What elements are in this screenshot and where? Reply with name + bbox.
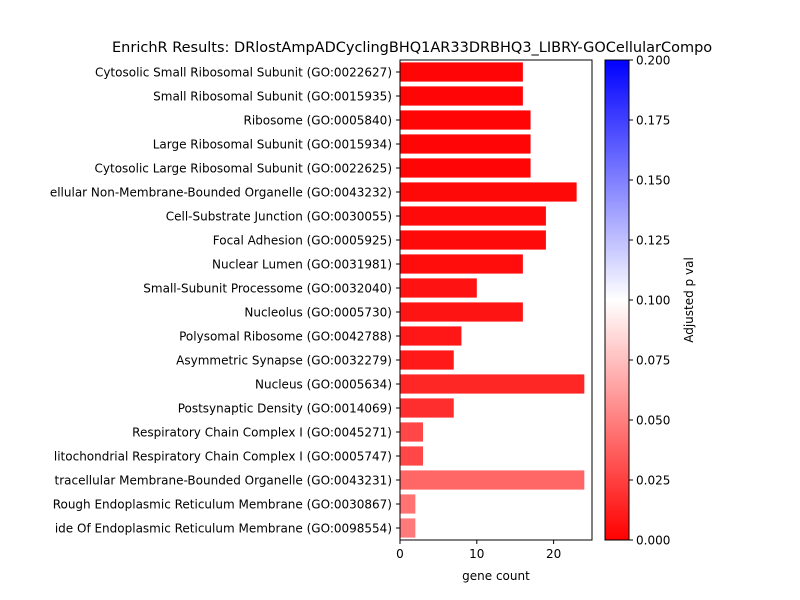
- y-tick-label: ide Of Endoplasmic Reticulum Membrane (G…: [55, 522, 392, 536]
- y-tick-label: Nucleus (GO:0005634): [255, 378, 392, 392]
- x-tick-label: 0: [396, 547, 404, 561]
- bar: [400, 62, 523, 82]
- colorbar-tick-label: 0.050: [636, 414, 670, 428]
- x-axis-label: gene count: [462, 569, 530, 583]
- y-tick-label: Asymmetric Synapse (GO:0032279): [176, 354, 392, 368]
- y-tick-label: Focal Adhesion (GO:0005925): [213, 234, 392, 248]
- y-tick-label: Large Ribosomal Subunit (GO:0015934): [153, 138, 392, 152]
- colorbar-tick-label: 0.075: [636, 354, 670, 368]
- colorbar-tick-label: 0.175: [636, 114, 670, 128]
- bar: [400, 254, 523, 274]
- y-tick-label: Small Ribosomal Subunit (GO:0015935): [153, 90, 392, 104]
- bar: [400, 422, 424, 442]
- colorbar-tick-label: 0.025: [636, 474, 670, 488]
- y-tick-label: litochondrial Respiratory Chain Complex …: [54, 450, 392, 464]
- colorbar-tick-label: 0.100: [636, 294, 670, 308]
- bar: [400, 278, 477, 298]
- y-tick-label: Polysomal Ribosome (GO:0042788): [179, 330, 392, 344]
- bar: [400, 470, 585, 490]
- y-tick-label: Ribosome (GO:0005840): [244, 114, 393, 128]
- chart-title: EnrichR Results: DRlostAmpADCyclingBHQ1A…: [112, 40, 712, 56]
- y-tick-label: tracellular Membrane-Bounded Organelle (…: [55, 474, 393, 488]
- y-tick-label: Cytosolic Large Ribosomal Subunit (GO:00…: [95, 162, 392, 176]
- bar: [400, 326, 462, 346]
- y-tick-label: Respiratory Chain Complex I (GO:0045271): [132, 426, 392, 440]
- x-axis: 0 10 20: [396, 540, 561, 561]
- bar: [400, 86, 523, 106]
- y-tick-label: Cytosolic Small Ribosomal Subunit (GO:00…: [95, 66, 392, 80]
- bar: [400, 230, 546, 250]
- bar: [400, 110, 531, 130]
- bar: [400, 158, 531, 178]
- plot-frame: [399, 59, 593, 541]
- colorbar: [604, 59, 630, 541]
- bar: [400, 446, 424, 466]
- y-tick-labels: Cytosolic Small Ribosomal Subunit (GO:00…: [50, 66, 400, 536]
- colorbar-tick-label: 0.000: [636, 534, 670, 548]
- y-tick-label: Cell-Substrate Junction (GO:0030055): [166, 210, 392, 224]
- y-tick-label: Small-Subunit Processome (GO:0032040): [143, 282, 392, 296]
- bar: [400, 302, 523, 322]
- bar-group: [400, 62, 585, 538]
- y-tick-label: Postsynaptic Density (GO:0014069): [178, 402, 392, 416]
- bar: [400, 182, 577, 202]
- y-tick-label: Rough Endoplasmic Reticulum Membrane (GO…: [53, 498, 392, 512]
- colorbar-tick-label: 0.150: [636, 174, 670, 188]
- bar: [400, 134, 531, 154]
- bar: [400, 494, 416, 514]
- y-tick-label: Nuclear Lumen (GO:0031981): [212, 258, 392, 272]
- x-tick-label: 10: [469, 547, 484, 561]
- bar: [400, 518, 416, 538]
- colorbar-tick-label: 0.125: [636, 234, 670, 248]
- colorbar-ticks: 0.000 0.025 0.050 0.075 0.100 0.125 0.150 0.175…: [629, 54, 670, 548]
- bar: [400, 350, 454, 370]
- bar: [400, 206, 546, 226]
- bar: [400, 374, 585, 394]
- bar: [400, 398, 454, 418]
- colorbar-tick-label: 0.200: [636, 54, 670, 68]
- colorbar-label: Adjusted p val: [682, 257, 696, 343]
- x-tick-label: 20: [546, 547, 561, 561]
- y-tick-label: ellular Non-Membrane-Bounded Organelle (…: [50, 186, 392, 200]
- y-tick-label: Nucleolus (GO:0005730): [244, 306, 392, 320]
